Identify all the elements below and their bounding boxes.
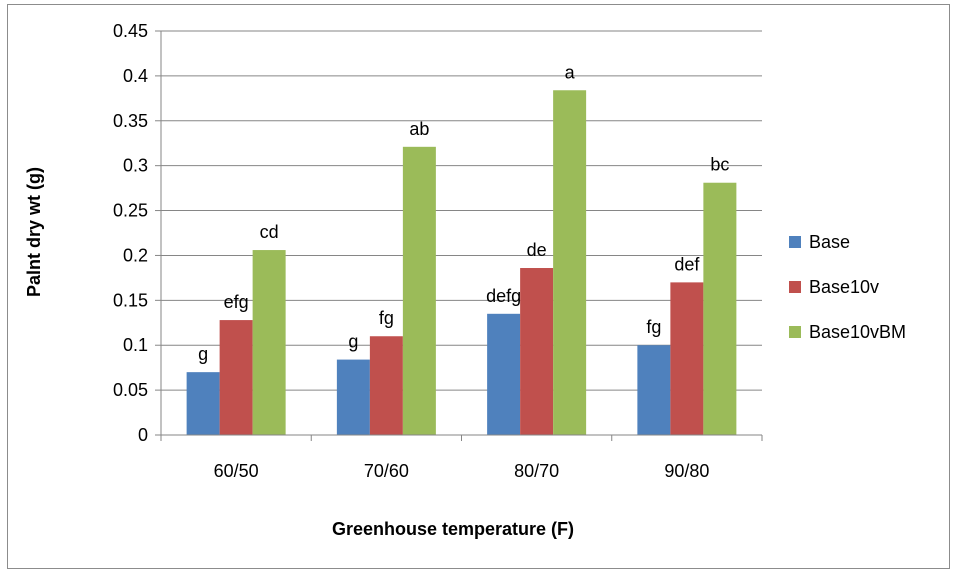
bar [186, 372, 220, 435]
legend-swatch [789, 236, 801, 248]
bar [637, 345, 671, 435]
bar-data-label: fg [379, 308, 394, 328]
y-tick-label: 0.45 [113, 21, 148, 41]
x-tick-label: 80/70 [514, 461, 559, 481]
y-tick-label: 0.2 [123, 245, 148, 265]
y-tick-label: 0.15 [113, 290, 148, 310]
legend-label: Base10v [809, 277, 879, 297]
y-tick-label: 0.4 [123, 66, 148, 86]
x-axis-title: Greenhouse temperature (F) [332, 519, 574, 539]
y-tick-label: 0 [138, 425, 148, 445]
x-tick-label: 90/80 [664, 461, 709, 481]
bar-data-label: defg [486, 286, 521, 306]
y-tick-label: 0.35 [113, 111, 148, 131]
x-tick-label: 60/50 [214, 461, 259, 481]
bar-data-label: de [527, 240, 547, 260]
legend-label: Base10vBM [809, 322, 906, 342]
bar-data-label: ab [409, 119, 429, 139]
bar [703, 182, 737, 435]
legend: Base Base10v Base10vBM [789, 232, 906, 342]
y-tick-label: 0.25 [113, 201, 148, 221]
bar-data-label: def [674, 254, 700, 274]
legend-label: Base [809, 232, 850, 252]
y-tick-label: 0.05 [113, 380, 148, 400]
bar [402, 146, 436, 435]
bar-data-label: a [565, 62, 576, 82]
axes [155, 30, 763, 441]
bars [186, 90, 737, 436]
y-tick-label: 0.1 [123, 335, 148, 355]
bar [553, 90, 587, 436]
x-tick-label: 70/60 [364, 461, 409, 481]
legend-swatch [789, 281, 801, 293]
bar-data-label: bc [710, 155, 729, 175]
y-axis-title: Palnt dry wt (g) [24, 167, 44, 297]
bar-data-label: fg [646, 317, 661, 337]
bar [369, 336, 403, 435]
bar [252, 250, 286, 435]
bar-data-label: g [198, 344, 208, 364]
labels: 0 0.05 0.1 0.15 0.2 0.25 0.3 0.35 0.4 0.45 g efg cd 6… [113, 21, 729, 481]
bar-data-label: efg [224, 292, 249, 312]
bar [670, 282, 704, 435]
bar-data-label: cd [260, 222, 279, 242]
bar [336, 359, 370, 435]
bar [219, 320, 253, 435]
bar-data-label: g [348, 332, 358, 352]
y-tick-label: 0.3 [123, 156, 148, 176]
legend-swatch [789, 326, 801, 338]
bar [520, 268, 554, 435]
bar [487, 313, 521, 435]
